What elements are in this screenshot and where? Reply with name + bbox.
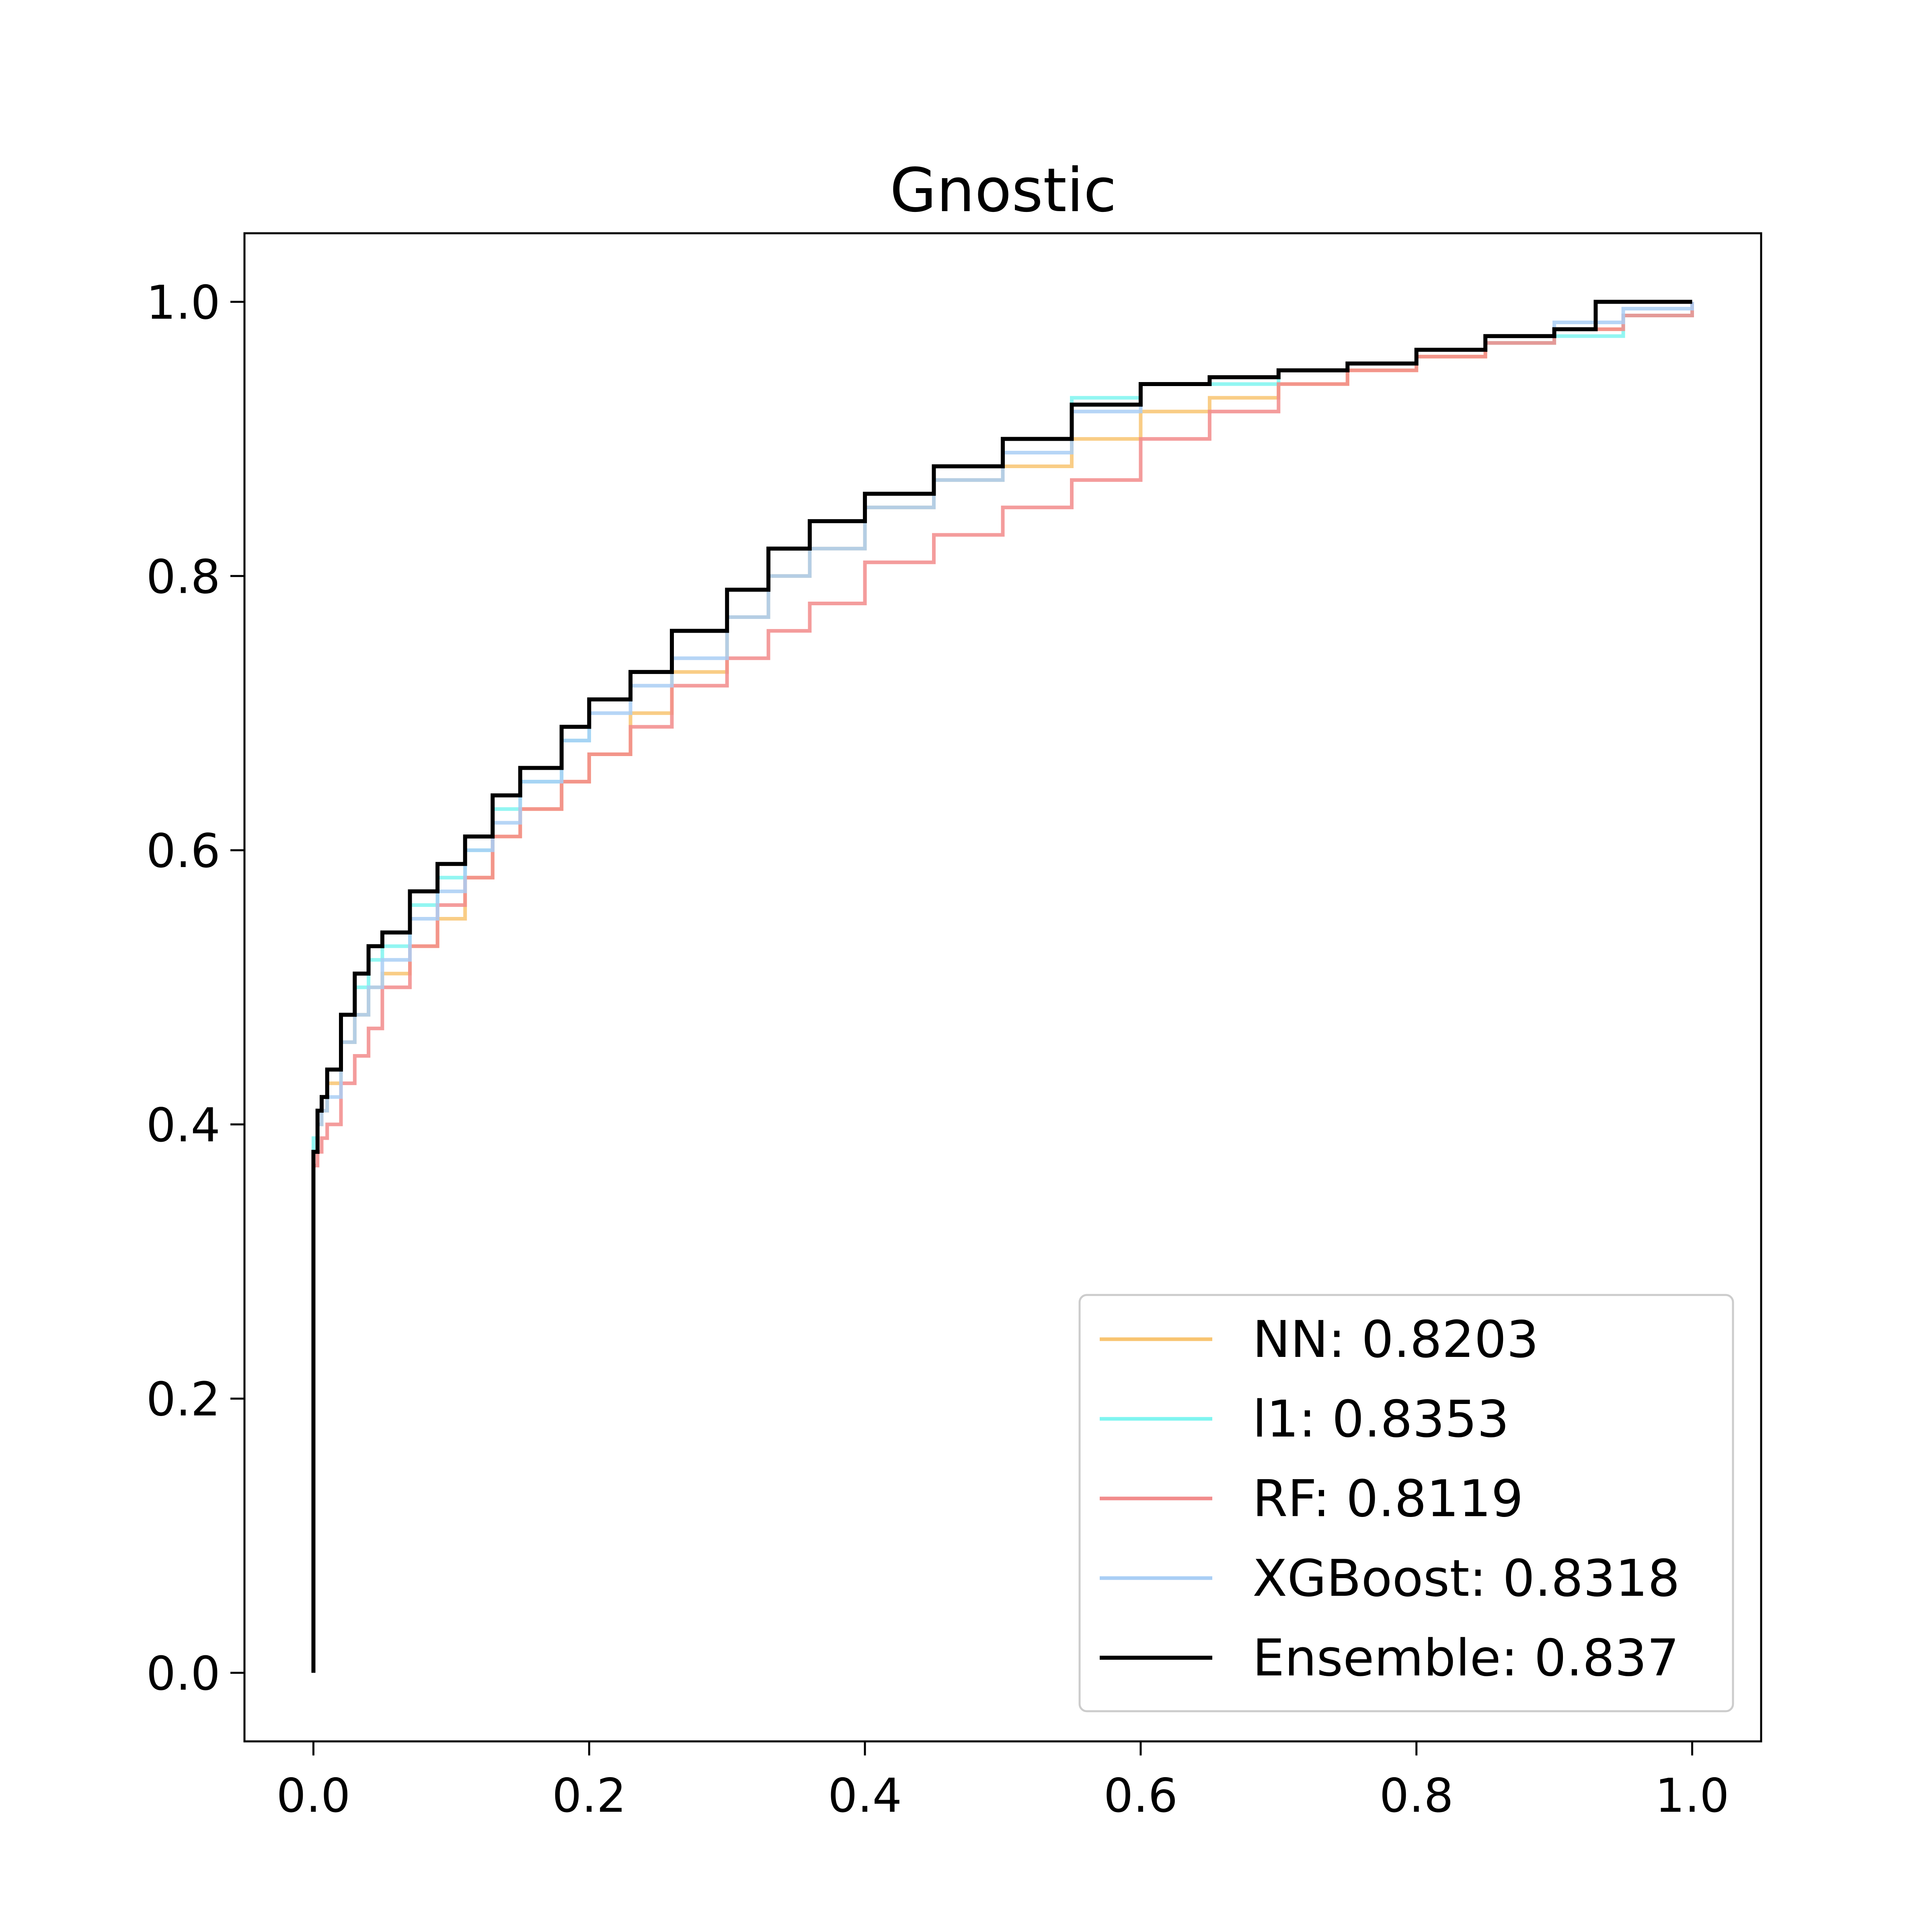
y-tick-label: 1.0	[146, 275, 220, 330]
plot-frame	[243, 232, 1762, 1743]
y-tick-label: 0.0	[146, 1647, 220, 1701]
legend-label-0: NN: 0.8203	[1252, 1310, 1539, 1369]
y-axis: 0.0 0.2 0.4 0.6 0.8 1.0	[146, 275, 244, 1701]
legend-label-4: Ensemble: 0.837	[1252, 1628, 1679, 1687]
chart-title: Gnostic	[890, 156, 1117, 226]
x-tick-label: 0.4	[828, 1769, 902, 1823]
y-tick-label: 0.2	[146, 1373, 220, 1427]
legend-label-1: l1: 0.8353	[1252, 1389, 1509, 1449]
x-tick-label: 0.6	[1104, 1769, 1178, 1823]
x-tick-label: 0.2	[552, 1769, 626, 1823]
series-line-4	[311, 300, 1692, 1673]
legend-box	[1078, 1294, 1734, 1712]
legend-label-2: RF: 0.8119	[1252, 1469, 1523, 1528]
x-tick-label: 0.8	[1379, 1769, 1453, 1823]
legend-label-3: XGBoost: 0.8318	[1252, 1549, 1680, 1608]
y-tick-label: 0.8	[146, 550, 220, 604]
x-axis: 0.0 0.2 0.4 0.6 0.8 1.0	[276, 1741, 1729, 1823]
y-tick-label: 0.4	[146, 1098, 220, 1153]
x-tick-label: 1.0	[1655, 1769, 1729, 1823]
plot-area	[311, 300, 1694, 1673]
series-line-2	[312, 302, 1694, 1673]
x-tick-label: 0.0	[276, 1769, 350, 1823]
legend: NN: 0.8203 l1: 0.8353 RF: 0.8119 XGBoost: 0…	[1078, 1294, 1734, 1712]
y-tick-label: 0.6	[146, 824, 220, 878]
